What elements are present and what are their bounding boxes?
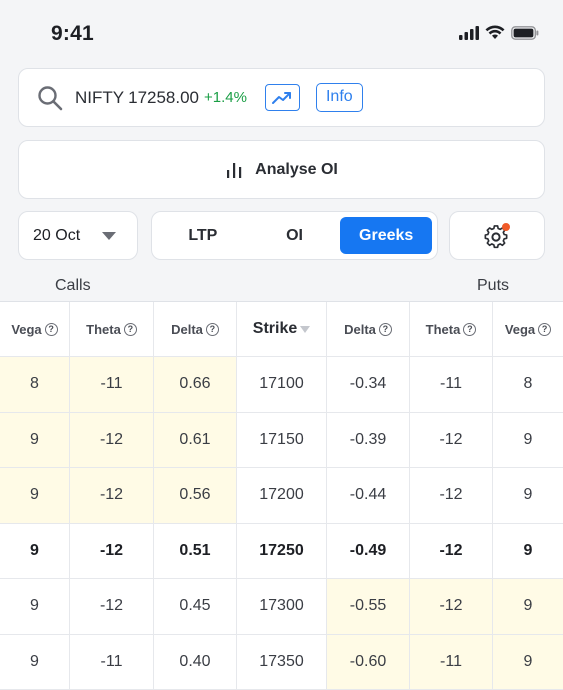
- call-vega-cell: 9: [0, 413, 70, 468]
- put-delta-cell: -0.39: [327, 413, 410, 468]
- help-icon[interactable]: ?: [124, 323, 137, 336]
- table-row-atm[interactable]: 9 -12 0.51 17250 -0.49 -12 9: [0, 524, 563, 580]
- settings-button[interactable]: [449, 211, 545, 260]
- header-put-delta[interactable]: Delta?: [327, 302, 410, 356]
- status-icons: [459, 25, 539, 40]
- strike-cell: 17300: [237, 579, 327, 634]
- analyse-oi-label: Analyse OI: [255, 161, 338, 179]
- strike-cell: 17150: [237, 413, 327, 468]
- sort-down-icon: [300, 326, 310, 333]
- battery-icon: [511, 26, 539, 40]
- put-theta-cell: -11: [410, 635, 493, 690]
- call-theta-cell: -12: [70, 468, 154, 523]
- search-bar[interactable]: NIFTY 17258.00 +1.4% Info: [18, 68, 545, 127]
- signal-icon: [459, 26, 479, 40]
- call-theta-cell: -12: [70, 413, 154, 468]
- help-icon[interactable]: ?: [379, 323, 392, 336]
- call-theta-cell: -11: [70, 357, 154, 412]
- put-vega-cell: 9: [493, 468, 563, 523]
- price-change: +1.4%: [204, 89, 247, 106]
- table-row[interactable]: 9 -12 0.61 17150 -0.39 -12 9: [0, 413, 563, 469]
- put-vega-cell: 9: [493, 635, 563, 690]
- put-theta-cell: -12: [410, 524, 493, 579]
- option-chain-table: Vega? Theta? Delta? Strike Delta? Theta?…: [0, 301, 563, 690]
- help-icon[interactable]: ?: [45, 323, 58, 336]
- call-theta-cell: -12: [70, 579, 154, 634]
- put-delta-cell: -0.60: [327, 635, 410, 690]
- strike-cell: 17350: [237, 635, 327, 690]
- analyse-oi-button[interactable]: Analyse OI: [18, 140, 545, 199]
- call-vega-cell: 9: [0, 468, 70, 523]
- tab-greeks[interactable]: Greeks: [340, 217, 432, 254]
- call-vega-cell: 9: [0, 635, 70, 690]
- header-label: Vega: [11, 322, 41, 337]
- help-icon[interactable]: ?: [538, 323, 551, 336]
- header-put-vega[interactable]: Vega?: [493, 302, 563, 356]
- header-put-theta[interactable]: Theta?: [410, 302, 493, 356]
- table-row[interactable]: 9 -12 0.56 17200 -0.44 -12 9: [0, 468, 563, 524]
- expiry-dropdown[interactable]: 20 Oct: [18, 211, 138, 260]
- view-tabs: LTP OI Greeks: [151, 211, 438, 260]
- header-label: Strike: [253, 320, 297, 338]
- puts-label: Puts: [477, 277, 509, 295]
- call-delta-cell: 0.56: [154, 468, 237, 523]
- put-vega-cell: 9: [493, 579, 563, 634]
- calls-label: Calls: [55, 277, 91, 295]
- put-vega-cell: 8: [493, 357, 563, 412]
- call-vega-cell: 8: [0, 357, 70, 412]
- help-icon[interactable]: ?: [206, 323, 219, 336]
- strike-cell: 17100: [237, 357, 327, 412]
- header-label: Vega: [505, 322, 535, 337]
- put-vega-cell: 9: [493, 524, 563, 579]
- put-theta-cell: -12: [410, 413, 493, 468]
- call-delta-cell: 0.61: [154, 413, 237, 468]
- header-call-theta[interactable]: Theta?: [70, 302, 154, 356]
- call-vega-cell: 9: [0, 524, 70, 579]
- header-label: Delta: [344, 322, 376, 337]
- status-time: 9:41: [51, 22, 94, 46]
- gear-icon: [482, 221, 512, 251]
- info-button[interactable]: Info: [316, 83, 363, 112]
- call-theta-cell: -11: [70, 635, 154, 690]
- call-delta-cell: 0.66: [154, 357, 237, 412]
- table-header: Vega? Theta? Delta? Strike Delta? Theta?…: [0, 302, 563, 357]
- call-vega-cell: 9: [0, 579, 70, 634]
- tab-oi[interactable]: OI: [249, 217, 341, 254]
- table-row[interactable]: 9 -11 0.40 17350 -0.60 -11 9: [0, 635, 563, 690]
- header-call-vega[interactable]: Vega?: [0, 302, 70, 356]
- header-call-delta[interactable]: Delta?: [154, 302, 237, 356]
- put-theta-cell: -12: [410, 468, 493, 523]
- put-delta-cell: -0.55: [327, 579, 410, 634]
- expiry-value: 20 Oct: [33, 227, 80, 245]
- put-delta-cell: -0.34: [327, 357, 410, 412]
- put-delta-cell: -0.44: [327, 468, 410, 523]
- tab-ltp[interactable]: LTP: [157, 217, 249, 254]
- header-label: Theta: [86, 322, 121, 337]
- call-delta-cell: 0.45: [154, 579, 237, 634]
- chart-button[interactable]: [265, 84, 300, 111]
- header-label: Theta: [426, 322, 461, 337]
- strike-cell: 17200: [237, 468, 327, 523]
- caret-down-icon: [102, 232, 116, 240]
- put-delta-cell: -0.49: [327, 524, 410, 579]
- table-row[interactable]: 8 -11 0.66 17100 -0.34 -11 8: [0, 357, 563, 413]
- symbol-price: 17258.00: [128, 88, 199, 108]
- call-delta-cell: 0.51: [154, 524, 237, 579]
- wifi-icon: [485, 25, 505, 40]
- call-theta-cell: -12: [70, 524, 154, 579]
- put-theta-cell: -12: [410, 579, 493, 634]
- search-icon[interactable]: [37, 85, 63, 111]
- call-delta-cell: 0.40: [154, 635, 237, 690]
- trend-chart-icon: [271, 90, 293, 106]
- status-bar: 9:41: [0, 0, 563, 66]
- header-label: Delta: [171, 322, 203, 337]
- bar-chart-icon: [225, 161, 243, 179]
- header-strike[interactable]: Strike: [237, 302, 327, 356]
- help-icon[interactable]: ?: [463, 323, 476, 336]
- put-theta-cell: -11: [410, 357, 493, 412]
- put-vega-cell: 9: [493, 413, 563, 468]
- strike-cell: 17250: [237, 524, 327, 579]
- table-row[interactable]: 9 -12 0.45 17300 -0.55 -12 9: [0, 579, 563, 635]
- symbol-name: NIFTY: [75, 88, 124, 108]
